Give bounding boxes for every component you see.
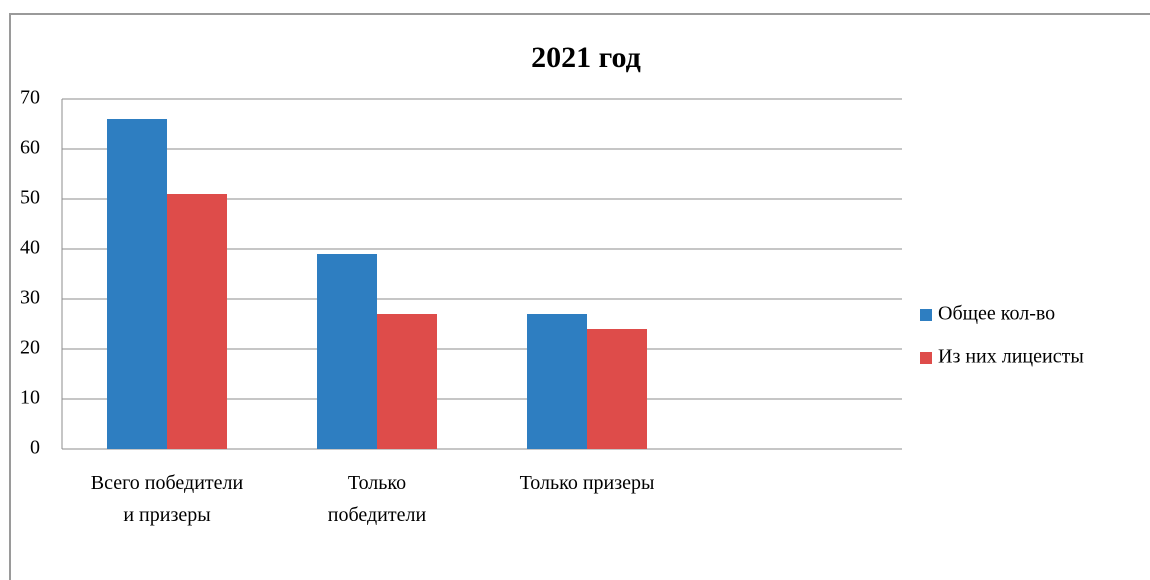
legend-swatch	[920, 352, 932, 364]
x-tick-label: Только победители	[328, 472, 427, 526]
y-tick-label: 70	[20, 87, 40, 109]
x-tick-label: Только призеры	[520, 472, 655, 494]
bar	[527, 314, 587, 449]
chart-title: 2021 год	[531, 41, 641, 74]
y-tick-label: 20	[20, 337, 40, 359]
x-tick-label: Всего победители и призеры	[91, 472, 244, 526]
y-tick-label: 0	[30, 437, 40, 459]
legend-swatch	[920, 309, 932, 321]
bar	[377, 314, 437, 449]
y-tick-label: 60	[20, 137, 40, 159]
y-tick-label: 10	[20, 387, 40, 409]
y-tick-label: 30	[20, 287, 40, 309]
legend-label: Общее кол-во	[938, 303, 1055, 325]
bar	[587, 329, 647, 449]
bar	[167, 194, 227, 449]
bar	[317, 254, 377, 449]
y-tick-label: 50	[20, 187, 40, 209]
bar	[107, 119, 167, 449]
legend-label: Из них лицеисты	[938, 346, 1084, 368]
y-tick-label: 40	[20, 237, 40, 259]
